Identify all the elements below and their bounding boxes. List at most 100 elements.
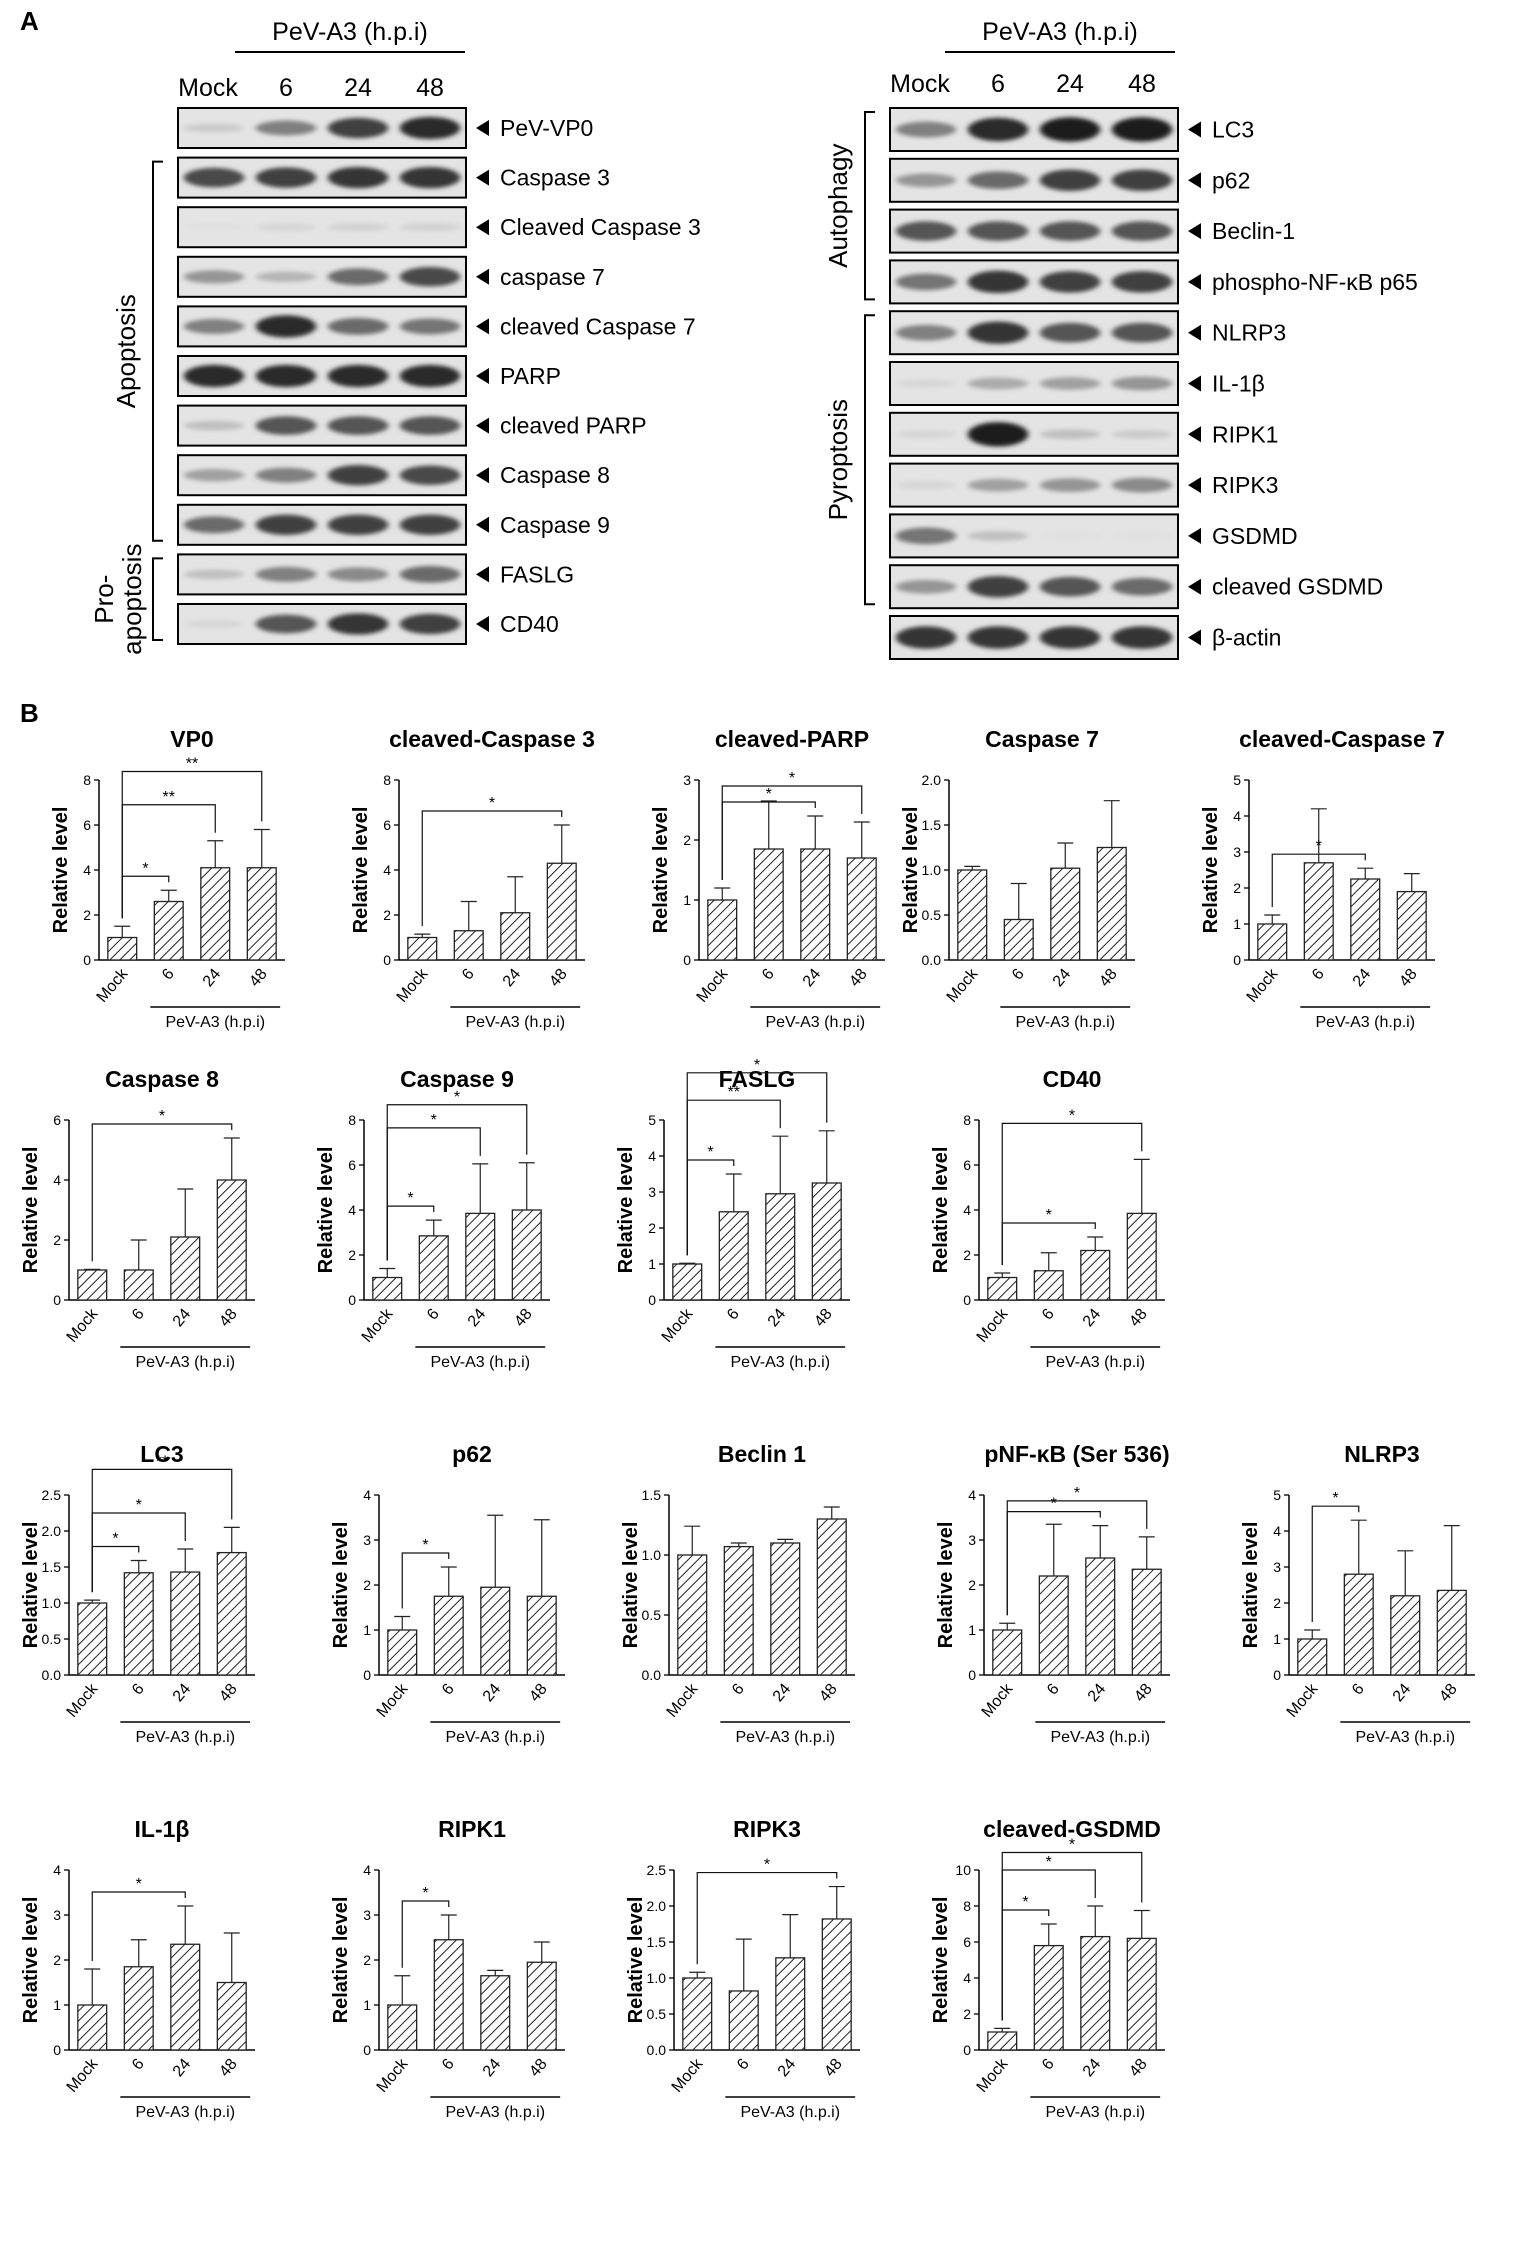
y-axis-label: Relative level	[330, 1897, 352, 2024]
bar	[123, 1269, 154, 1301]
x-tick-label: 6	[1309, 966, 1328, 984]
chart-title: LC3	[140, 1441, 183, 1467]
bar	[800, 848, 831, 961]
x-tick-label: 48	[216, 1681, 241, 1706]
blot-band	[895, 430, 957, 439]
significance-mark: *	[422, 1537, 428, 1554]
blot-row-label: Caspase 3	[500, 165, 610, 191]
y-tick-label: 4	[383, 862, 391, 878]
blot-band	[1039, 117, 1101, 142]
x-tick-label: 6	[1009, 966, 1028, 984]
chart-title: Beclin 1	[718, 1441, 806, 1467]
bar	[546, 862, 577, 961]
significance-bracket	[91, 1891, 186, 1961]
y-tick-label: 6	[53, 1112, 61, 1128]
x-tick-label: 6	[439, 2056, 458, 2074]
x-tick-label: Mock	[64, 1680, 102, 1721]
blot-arrow	[476, 368, 489, 384]
bar	[682, 1977, 713, 2051]
chart-title: VP0	[170, 726, 213, 752]
x-tick-label: Mock	[1284, 1680, 1322, 1721]
blot-band	[399, 166, 461, 189]
y-tick-label: 0	[53, 1292, 61, 1308]
bar	[107, 936, 138, 961]
blot-band	[967, 221, 1029, 241]
y-tick-label: 6	[348, 1157, 356, 1173]
significance-bracket	[401, 1900, 450, 1968]
y-tick-label: 2	[348, 1247, 356, 1263]
y-tick-label: 2	[683, 832, 691, 848]
bar	[216, 1981, 247, 2051]
bar	[1297, 1638, 1328, 1676]
x-tick-label: 48	[846, 966, 871, 991]
bar	[1390, 1595, 1421, 1676]
blot-band	[895, 273, 957, 291]
chart-title: Caspase 7	[985, 726, 1099, 752]
y-axis-label: Relative level	[620, 1522, 642, 1649]
y-axis-label: Relative level	[900, 807, 922, 934]
x-tick-label: 48	[1131, 1681, 1156, 1706]
bar	[1396, 890, 1427, 961]
blot-group-bracket	[152, 557, 163, 641]
x-tick-label: Mock	[374, 1680, 412, 1721]
blot-arrow	[476, 616, 489, 632]
x-tick-label: 6	[1044, 1681, 1063, 1699]
x-tick-label: 6	[724, 1306, 743, 1324]
significance-mark: **	[156, 1453, 168, 1470]
x-tick-label: 6	[734, 2056, 753, 2074]
y-tick-label: 4	[363, 1862, 371, 1878]
x-tick-label: Mock	[979, 1680, 1017, 1721]
blot-group-label: Pyroptosis	[823, 399, 853, 520]
x-tick-label: Mock	[944, 965, 982, 1006]
blot-band	[399, 364, 461, 388]
y-tick-label: 0.5	[647, 2006, 667, 2022]
y-tick-label: 6	[963, 1157, 971, 1173]
x-tick-label: 6	[1039, 1306, 1058, 1324]
blot-band	[895, 121, 957, 138]
significance-bracket	[1001, 1122, 1143, 1265]
blot-band	[255, 223, 317, 232]
significance-mark: *	[1069, 1837, 1075, 1854]
blot-band	[895, 579, 957, 594]
chart-title: cleaved-Caspase 3	[389, 726, 595, 752]
bar	[433, 1595, 464, 1676]
blot-band	[183, 270, 245, 284]
blot-band	[1111, 322, 1173, 343]
x-tick-label: 6	[459, 966, 478, 984]
y-tick-label: 4	[1233, 808, 1241, 824]
bar	[407, 936, 438, 961]
bar	[816, 1518, 847, 1676]
y-axis-label: Relative level	[350, 807, 372, 934]
y-tick-label: 0	[963, 1292, 971, 1308]
bar	[526, 1595, 557, 1676]
bar	[728, 1990, 759, 2051]
bar	[465, 1212, 496, 1301]
blot-band	[1111, 117, 1173, 142]
y-tick-label: 0.5	[642, 1607, 662, 1623]
y-tick-label: 4	[363, 1487, 371, 1503]
y-axis-label: Relative level	[315, 1147, 337, 1274]
x-tick-label: 48	[526, 1681, 551, 1706]
y-tick-label: 0	[53, 2042, 61, 2058]
bar	[846, 857, 877, 961]
x-axis-label: PeV-A3 (h.p.i)	[445, 2104, 545, 2121]
blot-band	[255, 315, 317, 338]
y-tick-label: 1	[363, 1997, 371, 2013]
blot-row-label: RIPK1	[1212, 421, 1278, 447]
x-tick-label: 24	[480, 1681, 505, 1706]
bar-chart-panel: FASLG Relative level 0 1 2 3 4 5 Mock 6 24 48 PeV-A3…	[615, 1057, 850, 1371]
blot-column-label: 48	[416, 74, 444, 102]
bar	[77, 2004, 108, 2051]
y-tick-label: 4	[53, 1172, 61, 1188]
y-tick-label: 1	[683, 892, 691, 908]
bar	[480, 1586, 511, 1676]
y-tick-label: 2	[968, 1577, 976, 1593]
bar	[707, 899, 738, 961]
bar	[1343, 1573, 1374, 1676]
y-tick-label: 3	[1273, 1559, 1281, 1575]
blot-arrow	[476, 516, 489, 533]
y-tick-label: 0.5	[922, 907, 942, 923]
x-tick-label: 48	[1396, 966, 1421, 991]
